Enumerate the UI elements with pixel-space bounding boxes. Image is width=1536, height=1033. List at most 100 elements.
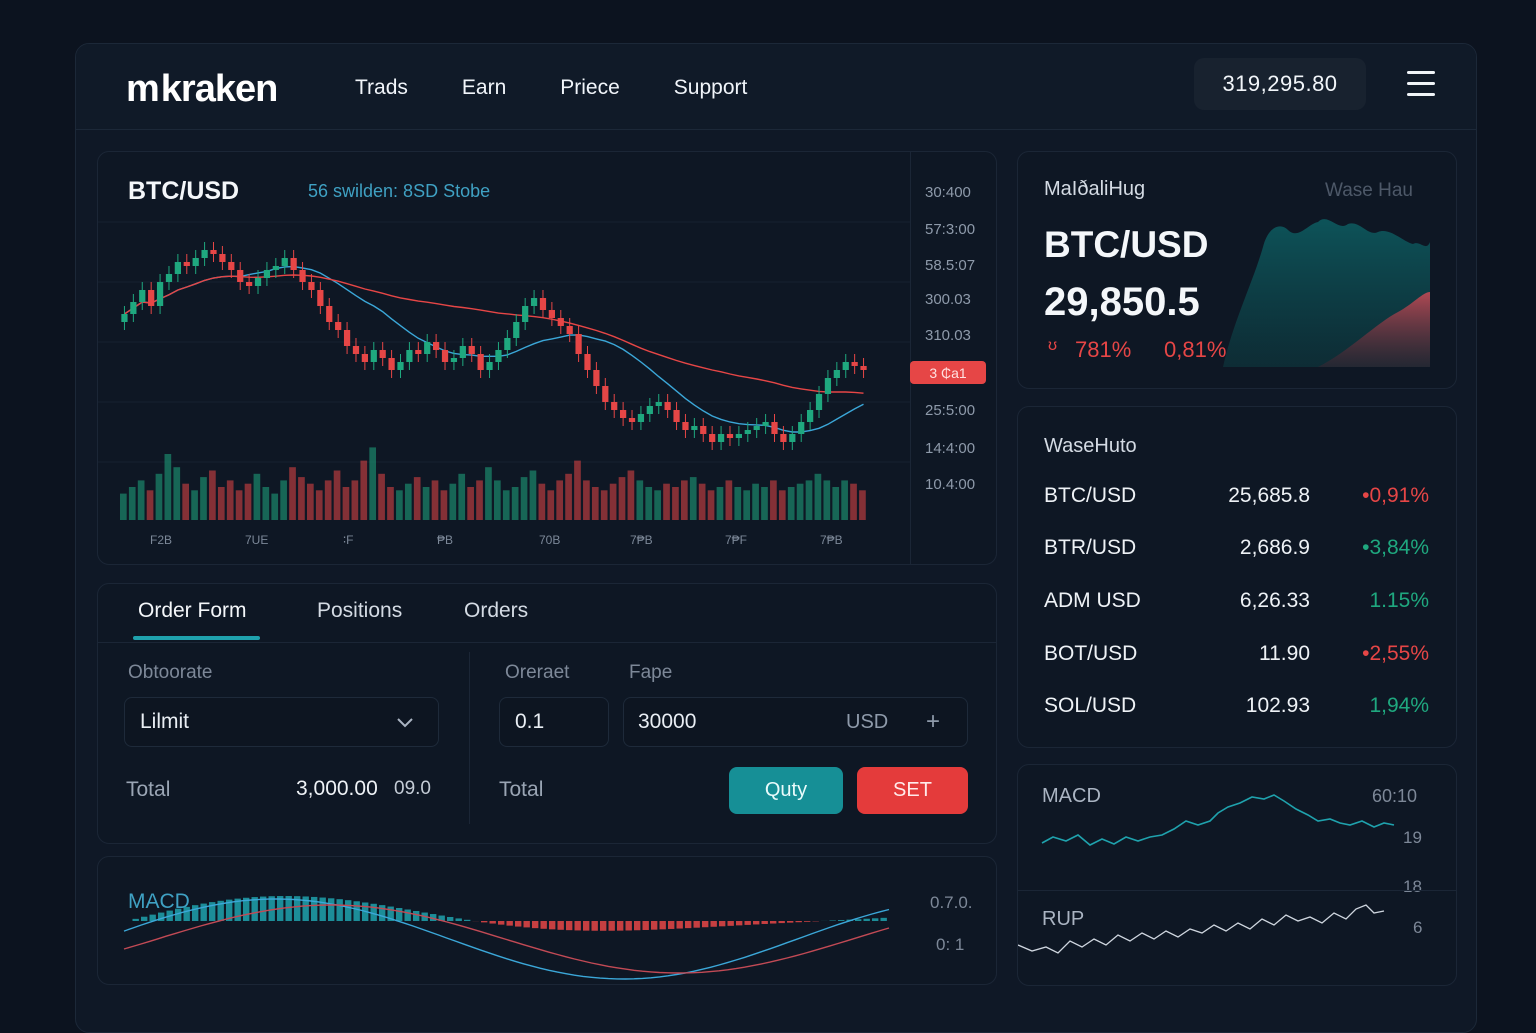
volume-bar [779, 490, 786, 520]
macd-histogram-bar [685, 921, 691, 928]
candle-body [629, 418, 635, 422]
nav-earn[interactable]: Earn [462, 76, 506, 100]
candle-body [353, 346, 359, 354]
volume-bar [717, 487, 724, 520]
price-tick: 300.03 [925, 291, 971, 308]
candle-body [210, 250, 216, 254]
macd-histogram-bar [881, 918, 887, 921]
price-input[interactable]: 30000 USD + [623, 697, 968, 747]
macd-histogram-bar [515, 921, 521, 927]
row-symbol: ADM USD [1044, 589, 1141, 613]
macd-histogram-bar [320, 898, 326, 921]
price-tick: 58.5:07 [925, 257, 975, 274]
candle-body [371, 350, 377, 362]
indicator-lines[interactable] [1018, 765, 1458, 985]
tab-orders[interactable]: Orders [464, 599, 528, 623]
volume-bar [254, 474, 261, 520]
order-tabs: Order Form Positions Orders [98, 584, 996, 643]
macd-histogram-bar [192, 905, 198, 921]
macd-histogram-bar [260, 897, 266, 921]
candlestick-chart[interactable] [98, 152, 910, 564]
volume-bar [227, 480, 234, 520]
macd-histogram-bar [405, 910, 411, 921]
candle-body [451, 358, 457, 362]
order-type-select[interactable]: Lilmit [124, 697, 439, 747]
nav-trade[interactable]: Trads [355, 76, 408, 100]
candle-body [691, 426, 697, 430]
macd-panel: MACD 0.7.0. 0: 1 [97, 856, 997, 985]
macd-histogram-bar [796, 921, 802, 922]
candle-body [843, 362, 849, 370]
sell-button[interactable]: SET [857, 767, 968, 814]
candle-body [522, 306, 528, 322]
candle-body [469, 346, 475, 354]
chevron-down-icon [396, 717, 414, 729]
candle-body [495, 350, 501, 362]
order-type-value: Lilmit [140, 710, 189, 734]
watchlist-row[interactable]: BTR/USD 2,686.9 •3,84% [1018, 536, 1456, 576]
moving-average-red [125, 275, 864, 393]
candle-body [380, 350, 386, 358]
total-suffix: 09.0 [394, 778, 431, 800]
candle-body [228, 262, 234, 270]
price-unit: USD [846, 711, 888, 734]
volume-bar [690, 477, 697, 520]
row-symbol: BTR/USD [1044, 536, 1136, 560]
row-price: 25,685.8 [1228, 484, 1310, 508]
volume-bar [156, 474, 163, 520]
moving-average-blue [125, 267, 864, 432]
candle-body [682, 422, 688, 430]
watchlist-row[interactable]: BOT/USD 11.90 •2,55% [1018, 642, 1456, 682]
macd-histogram-bar [269, 896, 275, 921]
tab-positions[interactable]: Positions [317, 599, 402, 623]
macd-histogram-bar [541, 921, 547, 929]
volume-bar [423, 487, 430, 520]
nav-support[interactable]: Support [674, 76, 748, 100]
watchlist-row[interactable]: BTC/USD 25,685.8 •0,91% [1018, 484, 1456, 524]
price-label: Fape [629, 662, 672, 684]
volume-bar [512, 487, 519, 520]
order-total-label: Total [499, 778, 543, 802]
time-tick: 70B [539, 533, 560, 547]
macd-histogram-bar [804, 921, 810, 922]
hamburger-menu-icon[interactable] [1407, 71, 1437, 97]
plus-icon[interactable]: + [926, 708, 940, 736]
volume-bar [405, 484, 412, 520]
order-type-label: Obtoorate [128, 662, 213, 684]
volume-bar [236, 490, 243, 520]
macd-histogram-bar [830, 920, 836, 921]
watchlist-row[interactable]: ADM USD 6,26.33 1.15% [1018, 589, 1456, 629]
volume-bar [165, 454, 172, 520]
volume-bar [307, 484, 314, 520]
nav-prices[interactable]: Priece [560, 76, 620, 100]
candle-body [611, 402, 617, 410]
buy-button[interactable]: Quty [729, 767, 843, 814]
volume-bar [574, 461, 581, 520]
candle-body [593, 370, 599, 386]
candle-body [424, 342, 430, 354]
price-tick: 25:5:00 [925, 402, 975, 419]
volume-bar [138, 480, 145, 520]
watchlist-panel: WaseHuto BTC/USD 25,685.8 •0,91% BTR/USD… [1017, 406, 1457, 748]
volume-bar [681, 480, 688, 520]
time-tick: 7₱B [820, 533, 843, 547]
time-tick: F2B [150, 533, 172, 547]
macd-chart[interactable] [98, 857, 898, 984]
macd-histogram-bar [736, 921, 742, 925]
candle-body [558, 318, 564, 326]
tab-order-form[interactable]: Order Form [138, 599, 247, 623]
main-nav: Trads Earn Priece Support [355, 76, 747, 100]
watchlist-row[interactable]: SOL/USD 102.93 1,94% [1018, 694, 1456, 734]
macd-histogram-bar [184, 907, 190, 921]
volume-bar [815, 474, 822, 520]
quantity-input[interactable]: 0.1 [499, 697, 609, 747]
kraken-logo[interactable]: mkraken [126, 68, 277, 111]
macd-histogram-bar [481, 921, 487, 922]
candle-body [326, 306, 332, 322]
time-tick: ∶F [343, 533, 353, 547]
candle-body [567, 326, 573, 334]
kraken-logo-icon: m [126, 68, 159, 111]
account-balance[interactable]: 319,295.80 [1194, 58, 1366, 110]
volume-bar [378, 474, 385, 520]
macd-histogram-bar [252, 897, 258, 921]
